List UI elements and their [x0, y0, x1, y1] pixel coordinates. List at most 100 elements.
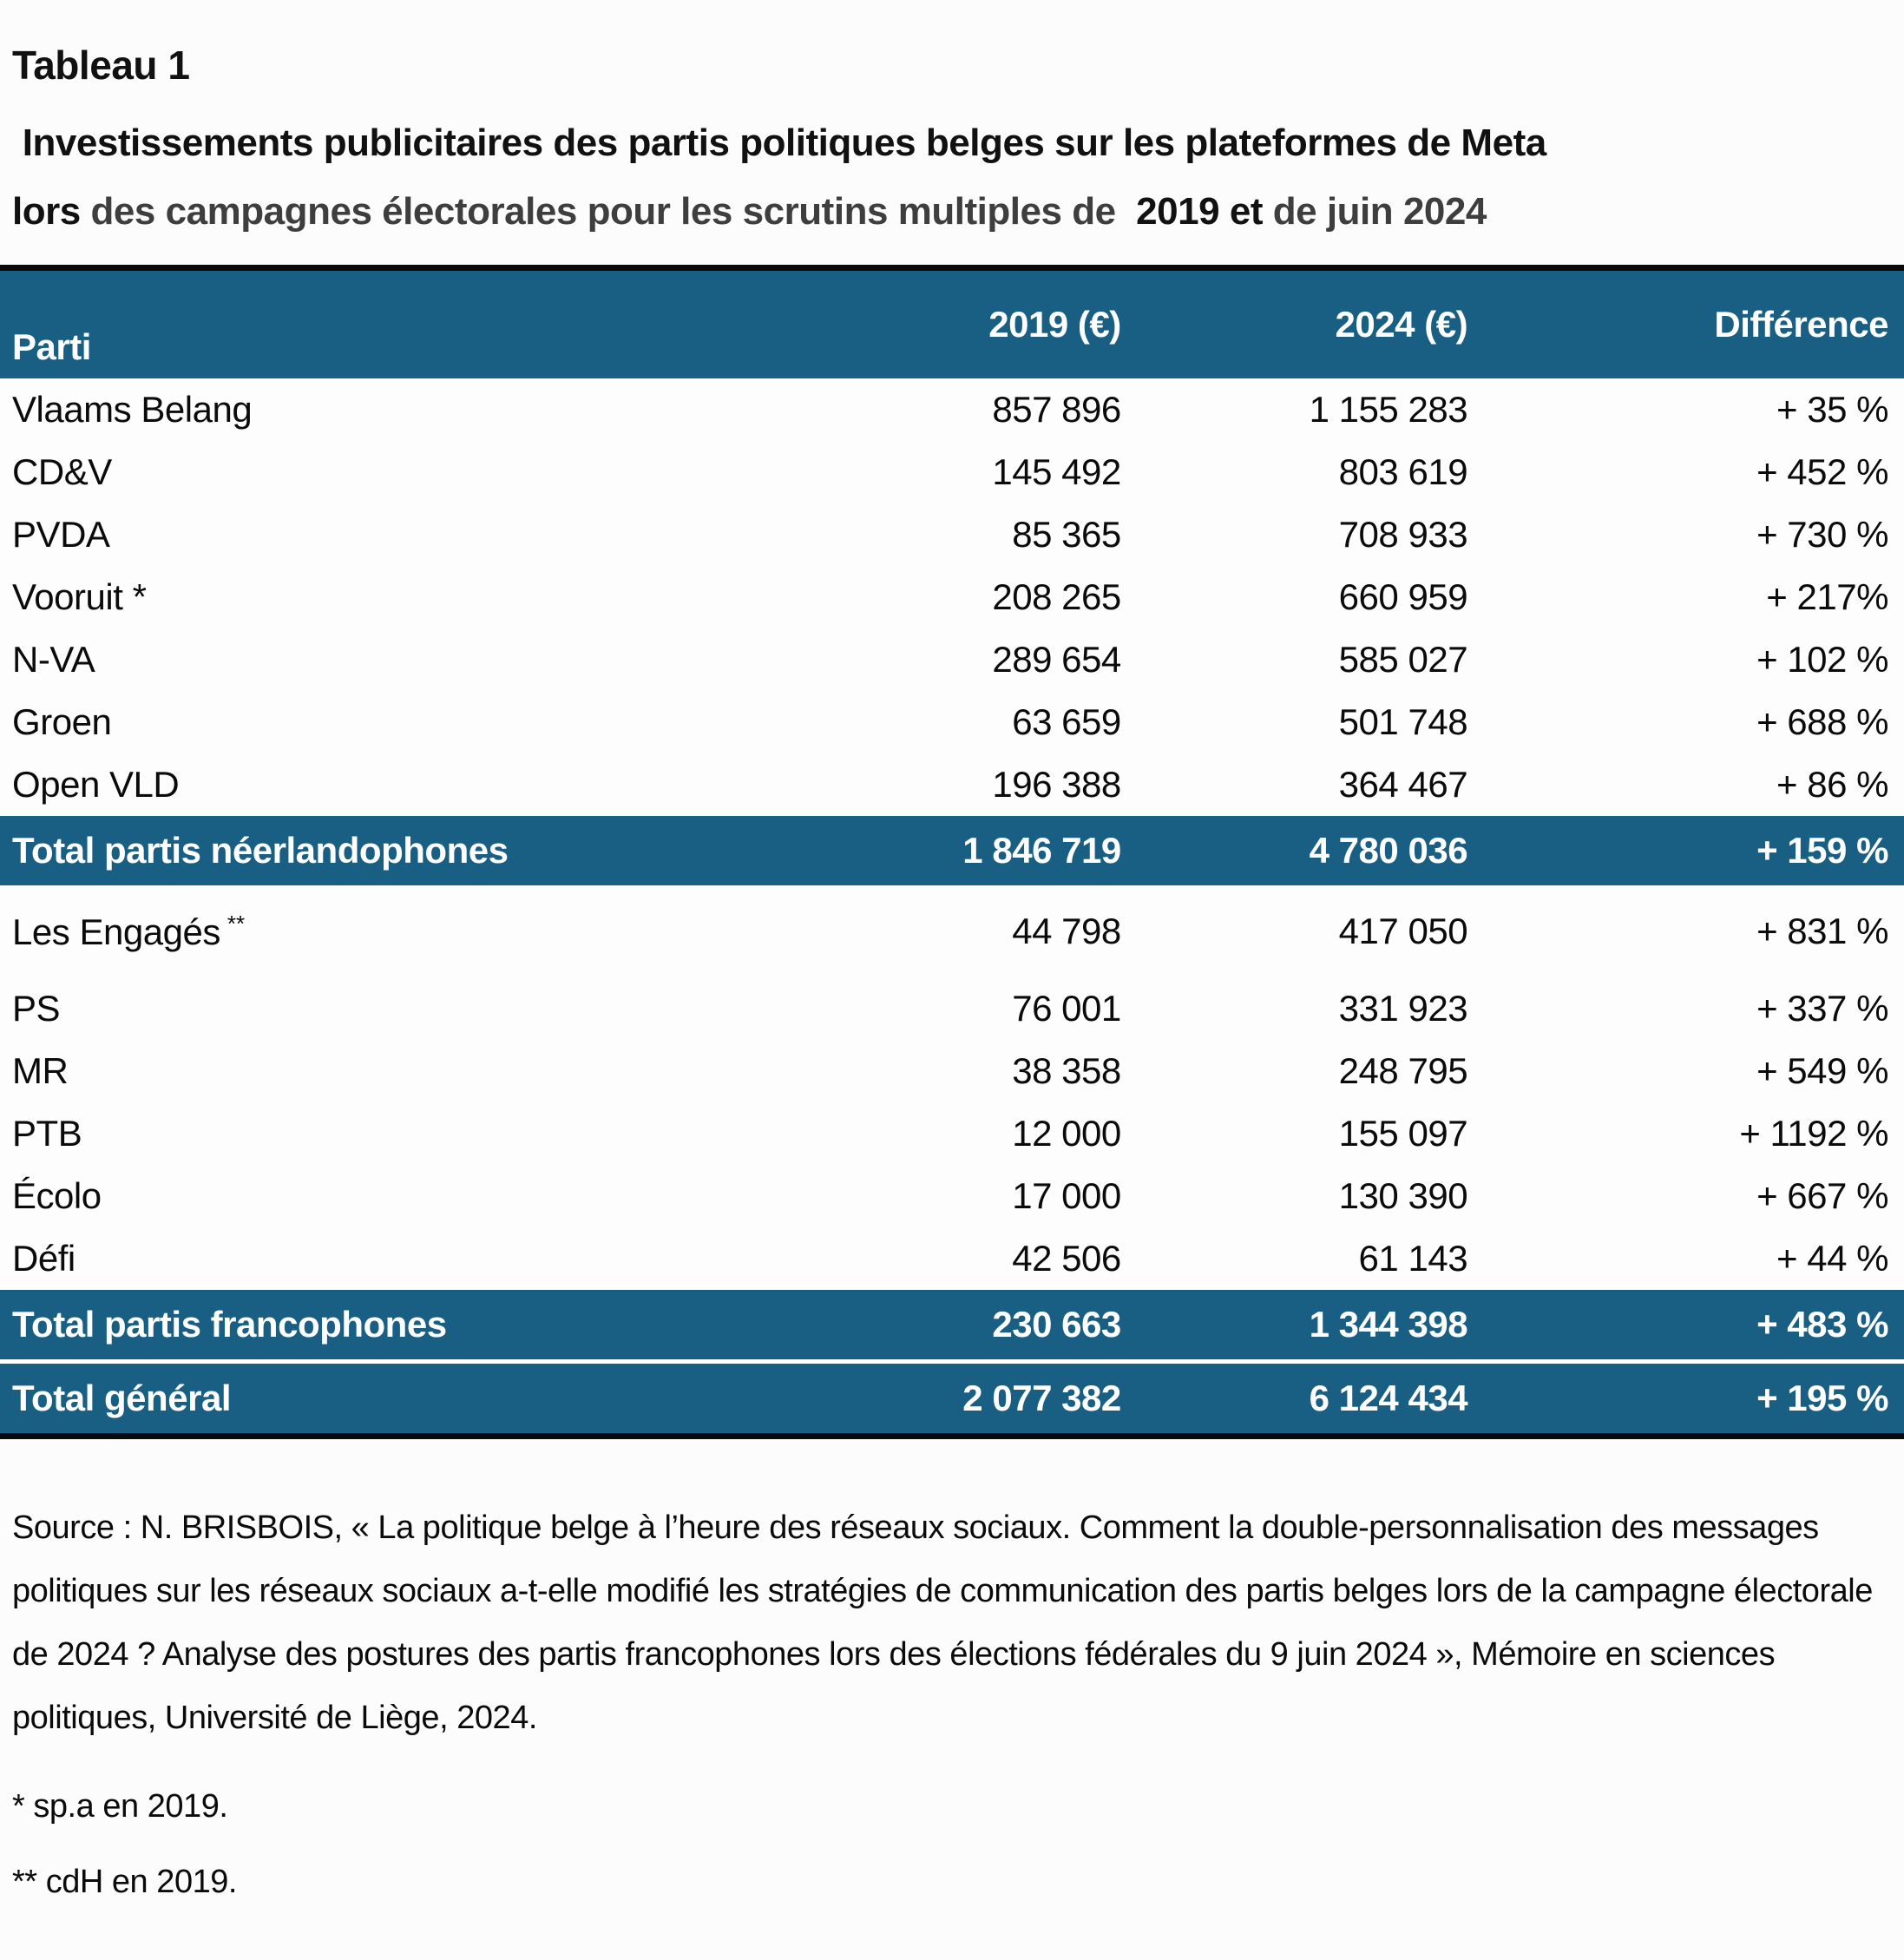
party-cell: Écolo	[0, 1165, 824, 1228]
diff-cell: + 831 %	[1483, 885, 1904, 978]
table-row: N-VA 289 654 585 027 + 102 %	[0, 628, 1904, 692]
table-row: Défi 42 506 61 143 + 44 %	[0, 1227, 1904, 1291]
party-cell: Vooruit *	[0, 566, 824, 629]
table-row: MR 38 358 248 795 + 549 %	[0, 1040, 1904, 1103]
footnote-spa: * sp.a en 2019.	[12, 1788, 228, 1825]
value-2024-cell: 708 933	[1136, 503, 1484, 567]
diff-cell: + 337 %	[1483, 977, 1904, 1041]
table-row: Vooruit * 208 265 660 959 + 217%	[0, 566, 1904, 629]
value-2024-cell: 1 155 283	[1136, 378, 1484, 442]
table-row: Écolo 17 000 130 390 + 667 %	[0, 1165, 1904, 1228]
total-row-francophones: Total partis francophones 230 663 1 344 …	[0, 1290, 1904, 1362]
value-2024-cell: 61 143	[1136, 1227, 1484, 1291]
value-2019-cell: 85 365	[824, 503, 1137, 567]
party-cell: Défi	[0, 1227, 824, 1291]
diff-cell: + 483 %	[1483, 1290, 1904, 1362]
party-cell: Open VLD	[0, 753, 824, 817]
diff-cell: + 688 %	[1483, 691, 1904, 754]
party-cell: PVDA	[0, 503, 824, 567]
party-cell: Groen	[0, 691, 824, 754]
total-row-neerlandophones: Total partis néerlandophones 1 846 719 4…	[0, 816, 1904, 886]
table-row: PS 76 001 331 923 + 337 %	[0, 977, 1904, 1041]
party-cell: Les Engagés **	[0, 885, 824, 978]
title-block: Tableau 1 Investissements publicitaires …	[0, 0, 1904, 265]
table-row: PTB 12 000 155 097 + 1192 %	[0, 1102, 1904, 1166]
value-2024-cell: 4 780 036	[1136, 816, 1484, 886]
header-2024: 2024 (€)	[1136, 267, 1484, 379]
value-2024-cell: 803 619	[1136, 441, 1484, 504]
title-line2-part2: des campagnes électorales pour les scrut…	[90, 189, 1126, 233]
party-cell: PTB	[0, 1102, 824, 1166]
table-title-line-1: Investissements publicitaires des partis…	[12, 121, 1546, 164]
value-2019-cell: 145 492	[824, 441, 1137, 504]
table-row: CD&V 145 492 803 619 + 452 %	[0, 441, 1904, 504]
table-header: Parti 2019 (€) 2024 (€) Différence	[0, 267, 1904, 379]
value-2019-cell: 44 798	[824, 885, 1137, 978]
diff-cell: + 86 %	[1483, 753, 1904, 817]
value-2019-cell: 1 846 719	[824, 816, 1137, 886]
diff-cell: + 452 %	[1483, 441, 1904, 504]
table-row: Open VLD 196 388 364 467 + 86 %	[0, 753, 1904, 817]
diff-cell: + 102 %	[1483, 628, 1904, 692]
value-2019-cell: 76 001	[824, 977, 1137, 1041]
value-2024-cell: 501 748	[1136, 691, 1484, 754]
title-line2-part3: 2019 et	[1126, 189, 1273, 233]
value-2019-cell: 230 663	[824, 1290, 1137, 1362]
table-row: Les Engagés ** 44 798 417 050 + 831 %	[0, 885, 1904, 978]
value-2024-cell: 248 795	[1136, 1040, 1484, 1103]
value-2019-cell: 857 896	[824, 378, 1137, 442]
value-2019-cell: 208 265	[824, 566, 1137, 629]
diff-cell: + 1192 %	[1483, 1102, 1904, 1166]
table-row: PVDA 85 365 708 933 + 730 %	[0, 503, 1904, 567]
value-2019-cell: 17 000	[824, 1165, 1137, 1228]
diff-cell: + 159 %	[1483, 816, 1904, 886]
diff-cell: + 730 %	[1483, 503, 1904, 567]
table-title-line-2: lors des campagnes électorales pour les …	[12, 186, 1890, 237]
header-party: Parti	[0, 267, 824, 379]
party-cell: CD&V	[0, 441, 824, 504]
title-line2-part1: lors	[12, 189, 91, 233]
footnote-marker: **	[227, 910, 246, 937]
value-2024-cell: 155 097	[1136, 1102, 1484, 1166]
header-difference: Différence	[1483, 267, 1904, 379]
value-2024-cell: 6 124 434	[1136, 1359, 1484, 1437]
diff-cell: + 549 %	[1483, 1040, 1904, 1103]
party-cell: PS	[0, 977, 824, 1041]
investments-table: Parti 2019 (€) 2024 (€) Différence Vlaam…	[0, 265, 1904, 1440]
party-cell: Vlaams Belang	[0, 378, 824, 442]
party-cell: Total partis francophones	[0, 1290, 824, 1362]
value-2019-cell: 2 077 382	[824, 1359, 1137, 1437]
value-2024-cell: 331 923	[1136, 977, 1484, 1041]
diff-cell: + 667 %	[1483, 1165, 1904, 1228]
value-2019-cell: 63 659	[824, 691, 1137, 754]
value-2019-cell: 196 388	[824, 753, 1137, 817]
value-2019-cell: 12 000	[824, 1102, 1137, 1166]
party-label: Les Engagés	[12, 911, 220, 952]
table-row: Vlaams Belang 857 896 1 155 283 + 35 %	[0, 378, 1904, 442]
value-2019-cell: 42 506	[824, 1227, 1137, 1291]
value-2024-cell: 585 027	[1136, 628, 1484, 692]
value-2024-cell: 364 467	[1136, 753, 1484, 817]
value-2024-cell: 130 390	[1136, 1165, 1484, 1228]
source-citation: Source : N. BRISBOIS, « La politique bel…	[12, 1509, 1873, 1737]
title-line2-part4: de juin 2024	[1272, 189, 1487, 233]
party-cell: Total général	[0, 1359, 824, 1437]
value-2024-cell: 660 959	[1136, 566, 1484, 629]
party-cell: MR	[0, 1040, 824, 1103]
diff-cell: + 195 %	[1483, 1359, 1904, 1437]
table-row: Groen 63 659 501 748 + 688 %	[0, 691, 1904, 754]
total-row-general: Total général 2 077 382 6 124 434 + 195 …	[0, 1359, 1904, 1437]
diff-cell: + 217%	[1483, 566, 1904, 629]
diff-cell: + 44 %	[1483, 1227, 1904, 1291]
table-body: Vlaams Belang 857 896 1 155 283 + 35 % C…	[0, 378, 1904, 1437]
value-2024-cell: 417 050	[1136, 885, 1484, 978]
footnote-cdh: ** cdH en 2019.	[12, 1864, 237, 1901]
party-cell: Total partis néerlandophones	[0, 816, 824, 886]
party-cell: N-VA	[0, 628, 824, 692]
diff-cell: + 35 %	[1483, 378, 1904, 442]
table-number-label: Tableau 1	[12, 43, 190, 88]
header-row: Parti 2019 (€) 2024 (€) Différence	[0, 267, 1904, 379]
header-2019: 2019 (€)	[824, 267, 1137, 379]
value-2024-cell: 1 344 398	[1136, 1290, 1484, 1362]
